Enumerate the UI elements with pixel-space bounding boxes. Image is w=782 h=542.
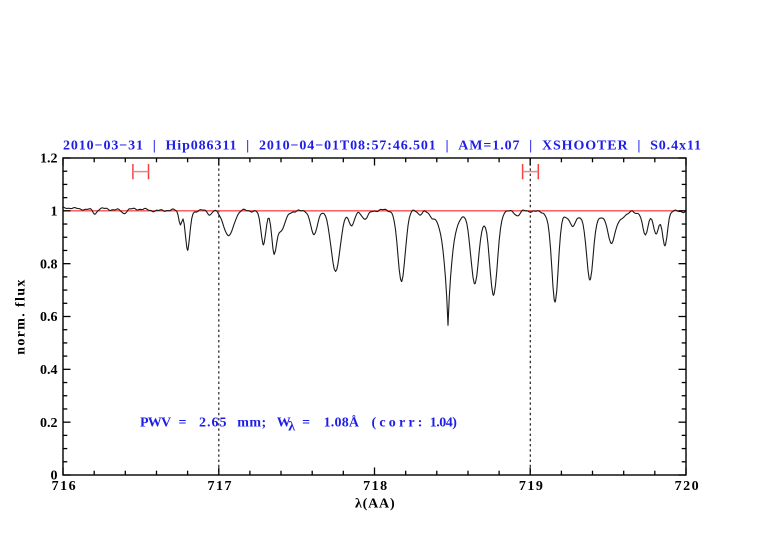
svg-text:717: 717 [207,479,233,494]
svg-text:718: 718 [363,479,389,494]
svg-text:mm;: mm; [237,416,267,431]
svg-text:1: 1 [51,205,58,220]
svg-text:1.04): 1.04) [430,416,458,431]
svg-text:(corr:: (corr: [372,416,426,431]
svg-text:0.8: 0.8 [40,257,58,272]
svg-text:0: 0 [51,469,58,484]
svg-text:0.2: 0.2 [40,416,58,431]
svg-text:norm. flux: norm. flux [14,278,29,355]
svg-text:716: 716 [52,479,78,494]
svg-text:PWV: PWV [140,416,171,431]
svg-text:2010−03−31 | Hip086311 | 2: 2010−03−31 | Hip086311 | 2010−04−01T08:5… [63,139,701,154]
svg-text:λ: λ [288,420,295,435]
svg-text:720: 720 [675,479,701,494]
svg-text:719: 719 [519,479,545,494]
svg-text:λ(AA): λ(AA) [355,496,395,511]
svg-text:W: W [277,416,291,431]
svg-text:1.08Å: 1.08Å [324,415,360,431]
svg-text:=: = [302,416,310,431]
svg-text:=: = [179,416,187,431]
svg-text:0.4: 0.4 [40,363,58,378]
svg-text:1.2: 1.2 [40,152,58,167]
svg-text:0.6: 0.6 [40,310,58,325]
svg-text:2.65: 2.65 [199,416,228,431]
